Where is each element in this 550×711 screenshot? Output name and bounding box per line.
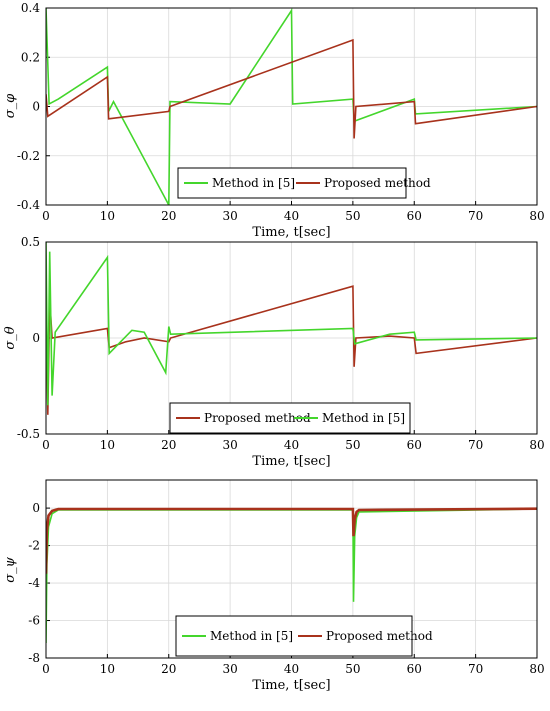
y-tick-label: -0.2 bbox=[17, 149, 40, 163]
y-tick-label: -8 bbox=[28, 651, 40, 665]
y-tick-label: -0.5 bbox=[17, 427, 40, 441]
legend: Method in [5] Proposed method bbox=[177, 167, 431, 199]
x-tick-label: 70 bbox=[468, 438, 483, 452]
plot-area-frame bbox=[45, 7, 538, 206]
x-tick-label: 10 bbox=[100, 662, 115, 676]
x-tick-label: 10 bbox=[100, 209, 115, 223]
x-tick-label: 40 bbox=[284, 662, 299, 676]
x-tick-label: 60 bbox=[407, 209, 422, 223]
plot-area-frame bbox=[45, 479, 538, 659]
chart-panel-1: 0 10 20 30 40 50 60 70 80 0.4 0.2 0 -0.2 -0.4 Time, t[… bbox=[3, 1, 545, 240]
series-line-2 bbox=[46, 507, 537, 574]
series-line-2 bbox=[46, 38, 537, 139]
y-tick-label: 0 bbox=[32, 331, 40, 345]
x-tick-label: 50 bbox=[345, 662, 360, 676]
y-tick-label: -4 bbox=[28, 576, 40, 590]
x-tick-label: 30 bbox=[222, 438, 237, 452]
y-tick-label: 0.2 bbox=[21, 50, 40, 64]
x-tick-label: 40 bbox=[284, 438, 299, 452]
plot-area-frame bbox=[45, 241, 538, 435]
x-tick-label: 0 bbox=[42, 209, 50, 223]
series-line-1 bbox=[46, 8, 537, 205]
x-tick-label: 60 bbox=[407, 438, 422, 452]
x-tick-label: 50 bbox=[345, 209, 360, 223]
legend: Proposed method Method in [5] bbox=[169, 402, 411, 434]
x-tick-label: 60 bbox=[407, 662, 422, 676]
legend: Method in [5] Proposed method bbox=[175, 615, 433, 657]
x-tick-label: 80 bbox=[529, 438, 544, 452]
legend-entry-label: Proposed method bbox=[324, 176, 431, 190]
x-tick-label: 80 bbox=[529, 209, 544, 223]
x-axis-label: Time, t[sec] bbox=[252, 225, 330, 240]
y-axis-label: σ_θ bbox=[3, 326, 18, 349]
x-tick-label: 70 bbox=[468, 209, 483, 223]
legend-box bbox=[169, 402, 411, 434]
y-axis-label: σ_ψ bbox=[3, 556, 18, 582]
x-axis-label: Time, t[sec] bbox=[252, 678, 330, 693]
y-tick-label: 0 bbox=[32, 501, 40, 515]
legend-entry-label: Proposed method bbox=[326, 629, 433, 643]
chart-panel-3: 0 10 20 30 40 50 60 70 80 0 -2 -4 -6 -8 Time, t[sec] σ_… bbox=[3, 479, 545, 693]
x-tick-label: 0 bbox=[42, 438, 50, 452]
x-tick-label: 40 bbox=[284, 209, 299, 223]
legend-entry-label: Method in [5] bbox=[210, 629, 293, 643]
y-axis-label: σ_φ bbox=[3, 93, 18, 118]
legend-entry-label: Proposed method bbox=[204, 411, 311, 425]
y-tick-label: -0.4 bbox=[17, 198, 41, 212]
legend-entry-label: Method in [5] bbox=[212, 176, 295, 190]
x-tick-label: 20 bbox=[161, 438, 176, 452]
x-tick-label: 20 bbox=[161, 662, 176, 676]
x-tick-label: 10 bbox=[100, 438, 115, 452]
y-tick-label: 0.4 bbox=[21, 1, 40, 15]
x-tick-label: 20 bbox=[161, 209, 176, 223]
y-tick-label: 0.5 bbox=[21, 235, 40, 249]
legend-box bbox=[175, 615, 413, 657]
x-tick-label: 50 bbox=[345, 438, 360, 452]
y-tick-label: -2 bbox=[28, 539, 40, 553]
x-tick-label: 30 bbox=[222, 662, 237, 676]
x-tick-label: 0 bbox=[42, 662, 50, 676]
x-axis-label: Time, t[sec] bbox=[252, 454, 330, 469]
series-line-2 bbox=[46, 242, 537, 406]
x-tick-label: 70 bbox=[468, 662, 483, 676]
y-tick-label: 0 bbox=[32, 100, 40, 114]
y-tick-label: -6 bbox=[28, 614, 40, 628]
x-tick-label: 80 bbox=[529, 662, 544, 676]
legend-entry-label: Method in [5] bbox=[322, 411, 405, 425]
legend-box bbox=[177, 167, 407, 199]
x-tick-label: 30 bbox=[222, 209, 237, 223]
